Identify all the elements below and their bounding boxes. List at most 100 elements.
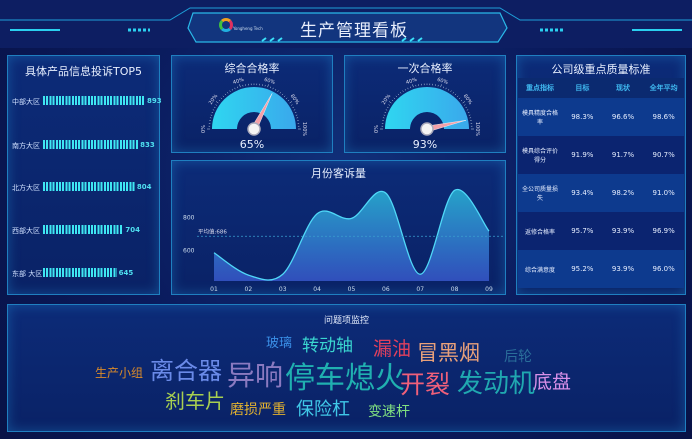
gauge-tick <box>395 95 398 98</box>
table-row: 综合满意度 95.2% 93.9% 96.0% <box>518 250 684 288</box>
issue-keyword[interactable]: 停车熄火 <box>285 361 405 396</box>
issue-keyword[interactable]: 刹车片 <box>165 389 225 413</box>
issue-keyword[interactable]: 玻璃 <box>266 336 293 351</box>
gauge-tick <box>454 93 457 96</box>
gauge-tick <box>445 87 447 90</box>
issue-keyword[interactable]: 冒黑烟 <box>417 341 480 365</box>
gauge-tick-label: 40% <box>232 77 245 86</box>
gauge-tick <box>393 97 396 100</box>
average-label: 平均值:686 <box>198 227 227 235</box>
gauge-chart: 0% 20% 40% 60% 80% 100% <box>201 77 307 137</box>
gauge-tick <box>404 89 407 91</box>
gauge-tick <box>279 92 281 94</box>
gauge-tick <box>388 104 390 106</box>
gauge-tick <box>293 109 296 111</box>
table-cell: 91.9% <box>571 151 594 159</box>
table-row: 返修合格率 95.7% 93.9% 96.9% <box>518 212 684 250</box>
table-cell: 90.7% <box>652 151 675 159</box>
complaint-value: 893 <box>147 97 162 105</box>
logo-text: Yongheng Tech <box>233 26 263 31</box>
gauge-tick <box>237 86 239 89</box>
column-header: 全年平均 <box>643 78 684 98</box>
gauge-tick <box>465 106 467 109</box>
gauge-tick <box>269 86 271 89</box>
table-cell: 模具综合评价得分 <box>521 148 558 164</box>
quality-title: 公司级重点质量标准 <box>551 63 651 76</box>
gauge-tick-label: 0% <box>201 125 207 133</box>
complaint-bar <box>43 182 135 191</box>
gauge-tick <box>462 101 466 104</box>
page-title: 生产管理看板 <box>300 21 408 41</box>
table-cell: 93.4% <box>571 189 594 197</box>
gauge-tick <box>272 87 274 90</box>
gauge-tick <box>294 112 297 114</box>
gauge-tick <box>400 92 402 94</box>
gauge-tick <box>211 112 214 114</box>
issue-keyword[interactable]: 后轮 <box>504 349 532 365</box>
issue-keyword[interactable]: 发动机 <box>457 369 536 399</box>
x-tick-label: 05 <box>348 286 356 293</box>
area-fill <box>214 189 489 281</box>
quality-table: 重点指标 目标 现状 全年平均 模具精度合格率 98.3% 96.6% 98.6% 模具综合评… <box>518 78 684 288</box>
x-tick-label: 03 <box>279 286 287 293</box>
gauge-tick <box>281 93 284 96</box>
complaint-value: 704 <box>125 226 141 234</box>
issue-keyword[interactable]: 生产小组 <box>95 366 144 380</box>
gauge-tick-label: 60% <box>436 77 449 86</box>
x-tick-label: 01 <box>210 286 218 293</box>
table-row: 模具综合评价得分 91.9% 91.7% 90.7% <box>518 136 684 174</box>
gauge-tick <box>385 109 388 111</box>
gauge-pivot <box>420 122 434 136</box>
x-tick-label: 02 <box>245 286 253 293</box>
gauge-tick <box>402 90 404 92</box>
issue-keyword[interactable]: 异响 <box>227 359 284 392</box>
x-tick-label: 04 <box>313 286 321 293</box>
chart-title: 月份客诉量 <box>311 167 366 180</box>
gauge-tick <box>407 87 409 90</box>
issue-keyword[interactable]: 磨损严重 <box>230 402 286 418</box>
gauge-tick-label: 0% <box>374 125 380 133</box>
region-label: 中部大区 <box>12 98 40 106</box>
region-label: 东部 大区 <box>12 270 43 278</box>
gauge-tick <box>440 84 442 88</box>
table-row: 全公司质量损失 93.4% 98.2% 91.0% <box>518 174 684 212</box>
gauge-tick <box>215 104 217 106</box>
complaint-value: 645 <box>118 269 134 277</box>
area-line <box>213 188 490 281</box>
gauge-tick <box>220 97 223 100</box>
region-label: 北方大区 <box>12 184 40 192</box>
gauge-tick <box>218 99 221 102</box>
gauge-arc <box>212 87 296 129</box>
gauge-tick-label: 40% <box>405 77 418 86</box>
issue-keyword[interactable]: 离合器 <box>150 357 222 385</box>
gauge-tick-label: 20% <box>208 93 220 106</box>
issue-monitor-panel: 问题项监控 <box>7 304 686 432</box>
table-cell: 96.6% <box>611 113 635 121</box>
gauge-tick <box>391 99 394 102</box>
gauge-title: 综合合格率 <box>224 62 280 75</box>
gauge-tick <box>267 84 269 88</box>
y-tick-label: 800 <box>183 215 195 222</box>
gauge-title: 一次合格率 <box>397 62 453 75</box>
issue-keyword[interactable]: 保险杠 <box>296 399 350 420</box>
issue-keyword[interactable]: 底盘 <box>533 371 572 393</box>
y-tick-label: 600 <box>183 247 195 254</box>
gauge-tick <box>229 90 231 92</box>
gauge-tick-label: 80% <box>462 93 474 106</box>
quality-standards-panel: 公司级重点质量标准 重点指标 目标 现状 全年平均 模具精度合格率 98.3% 96.6%… <box>516 55 686 295</box>
company-logo <box>219 18 233 32</box>
issue-keyword[interactable]: 开裂 <box>400 370 451 399</box>
gauge-tick <box>452 92 454 94</box>
issue-keyword[interactable]: 变速杆 <box>368 404 410 420</box>
gauge-tick <box>466 109 469 111</box>
monthly-complaints-panel: 月份客诉量 平均值:686 600 800 01 02 03 04 05 06 07 08 09 <box>171 160 506 295</box>
x-tick-label: 06 <box>382 286 390 293</box>
issue-keyword[interactable]: 转动轴 <box>302 336 353 356</box>
table-cell: 91.0% <box>652 189 675 197</box>
region-label: 南方大区 <box>12 142 40 150</box>
table-cell: 全公司质量损失 <box>521 186 558 202</box>
gauge-tick <box>289 101 293 104</box>
complaint-value: 804 <box>136 183 152 191</box>
issue-keyword[interactable]: 漏油 <box>373 338 412 360</box>
x-tick-label: 09 <box>485 286 493 293</box>
